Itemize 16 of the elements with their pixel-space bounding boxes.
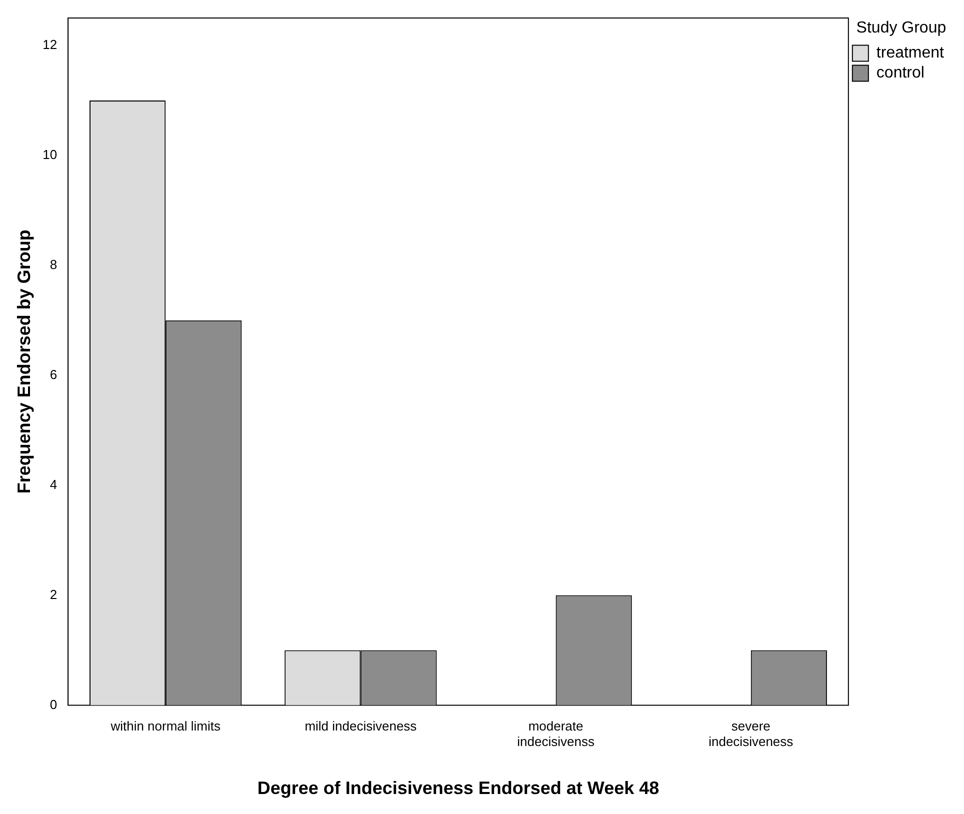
y-tick-label: 12 (42, 37, 58, 52)
x-tick-label: severe indecisiveness (708, 718, 794, 750)
legend-label: control (876, 64, 924, 82)
y-tick-label: 2 (50, 586, 58, 602)
y-tick-label: 4 (50, 476, 58, 492)
legend-label: treatment (876, 44, 945, 62)
x-axis-title: Degree of Indecisiveness Endorsed at Week 48 (257, 778, 660, 798)
x-tick-label: within normal limits (110, 718, 221, 734)
legend-title: Study Group (856, 19, 946, 36)
y-tick-label: 0 (50, 696, 58, 712)
y-axis-title: Frequency Endorsed by Group (14, 230, 34, 494)
y-tick-label: 6 (50, 366, 58, 382)
y-tick-label: 8 (50, 256, 58, 272)
y-tick-label: 10 (42, 147, 58, 162)
x-tick-label: moderate indecisivenss (517, 718, 595, 750)
x-tick-label: mild indecisiveness (304, 718, 418, 734)
